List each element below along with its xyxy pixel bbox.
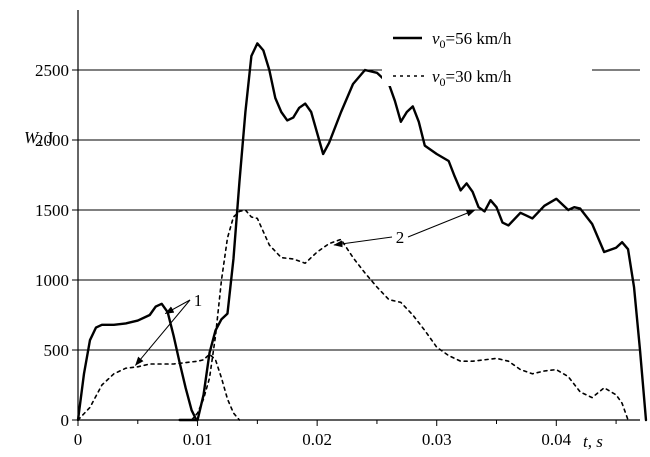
annotation-arrow: [407, 209, 476, 238]
series-dashed-line: [190, 209, 629, 421]
annotation-label-2: 2: [396, 228, 405, 247]
annotations: 12: [135, 209, 476, 366]
series-lines: [76, 42, 648, 422]
series-solid-line: [178, 42, 648, 422]
series-dashed-line: [77, 353, 241, 421]
series-solid-line: [76, 302, 198, 422]
y-axis-label: W, J: [24, 128, 54, 147]
x-tick-label: 0: [74, 430, 83, 449]
y-tick-label: 2500: [35, 61, 69, 80]
legend-label-dashed: v0=30 km/h: [432, 67, 512, 89]
annotation-arrow: [135, 299, 191, 366]
y-tick-label: 0: [61, 411, 70, 430]
annotation-arrow: [333, 236, 393, 248]
x-tick-labels: 0 0.01 0.02 0.03 0.04: [74, 430, 572, 449]
gridlines: [78, 69, 640, 351]
x-tick-label: 0.02: [302, 430, 332, 449]
legend: v0=56 km/h v0=30 km/h: [382, 28, 592, 89]
legend-label-solid: v0=56 km/h: [432, 29, 512, 51]
annotation-arrow: [164, 299, 191, 315]
y-tick-label: 1000: [35, 271, 69, 290]
x-axis-label: t, s: [583, 432, 603, 451]
annotation-label-1: 1: [194, 291, 203, 310]
y-tick-label: 2000: [35, 131, 69, 150]
y-tick-label: 500: [44, 341, 70, 360]
x-tick-label: 0.03: [422, 430, 452, 449]
x-tick-label: 0.04: [541, 430, 571, 449]
y-tick-label: 1500: [35, 201, 69, 220]
y-tick-labels: 0 500 1000 1500 2000 2500: [35, 61, 69, 430]
axes: [72, 10, 640, 426]
x-tick-label: 0.01: [183, 430, 213, 449]
